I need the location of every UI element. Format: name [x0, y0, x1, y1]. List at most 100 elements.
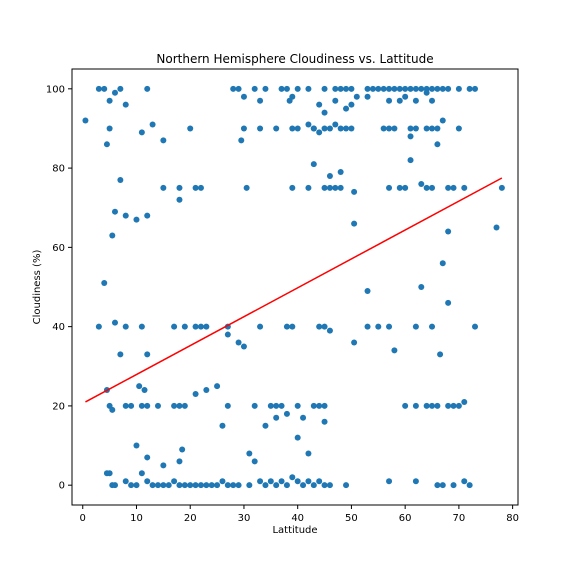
data-point — [224, 331, 231, 338]
data-point — [316, 129, 323, 136]
data-point — [439, 85, 446, 92]
regression-line-group — [85, 177, 503, 403]
x-tick-label: 60 — [399, 513, 412, 524]
data-point — [412, 85, 419, 92]
data-point — [149, 482, 156, 489]
data-point — [332, 184, 339, 191]
data-point — [305, 184, 312, 191]
data-point — [321, 85, 328, 92]
data-point — [179, 446, 186, 453]
data-point — [103, 141, 110, 148]
data-point — [224, 482, 231, 489]
data-point — [251, 85, 258, 92]
data-point — [466, 482, 473, 489]
data-point — [138, 470, 145, 477]
data-point — [257, 97, 264, 104]
data-point — [171, 402, 178, 409]
data-point — [351, 339, 358, 346]
data-point — [326, 482, 333, 489]
data-point — [310, 125, 317, 132]
data-point — [429, 402, 436, 409]
data-point — [439, 482, 446, 489]
data-point — [445, 85, 452, 92]
data-point — [176, 482, 183, 489]
data-point — [396, 97, 403, 104]
data-point — [257, 125, 264, 132]
data-point — [305, 85, 312, 92]
data-point — [445, 402, 452, 409]
data-point — [423, 184, 430, 191]
data-point — [429, 323, 436, 330]
data-point — [445, 228, 452, 235]
data-point — [391, 85, 398, 92]
data-point — [246, 450, 253, 457]
x-axis-label: Lattitude — [272, 525, 317, 536]
data-point — [187, 482, 194, 489]
data-point — [289, 184, 296, 191]
data-point — [289, 125, 296, 132]
data-point — [160, 462, 167, 469]
y-tick-label: 60 — [52, 243, 65, 254]
data-point — [262, 85, 269, 92]
data-point — [176, 184, 183, 191]
data-point — [283, 85, 290, 92]
data-point — [316, 478, 323, 485]
data-point — [353, 93, 360, 100]
data-point — [326, 173, 333, 180]
data-point — [154, 482, 161, 489]
data-point — [429, 97, 436, 104]
data-point — [321, 125, 328, 132]
data-point — [230, 85, 237, 92]
data-point — [133, 442, 140, 449]
data-point — [429, 125, 436, 132]
data-point — [434, 125, 441, 132]
y-tick-label: 80 — [52, 164, 65, 175]
data-point — [402, 402, 409, 409]
data-point — [423, 125, 430, 132]
data-point — [286, 97, 293, 104]
data-point — [111, 208, 118, 215]
data-point — [386, 85, 393, 92]
data-point — [412, 97, 419, 104]
data-point — [240, 125, 247, 132]
data-point — [138, 402, 145, 409]
data-point — [450, 482, 457, 489]
data-point — [343, 125, 350, 132]
data-point — [294, 85, 301, 92]
data-point — [461, 184, 468, 191]
data-point — [321, 323, 328, 330]
data-point — [192, 184, 199, 191]
data-point — [343, 105, 350, 112]
data-point — [294, 402, 301, 409]
data-point — [437, 351, 444, 358]
x-tick-label: 0 — [80, 513, 86, 524]
data-point — [192, 323, 199, 330]
data-point — [407, 125, 414, 132]
data-point — [136, 383, 143, 390]
data-point — [176, 402, 183, 409]
y-tick-label: 40 — [52, 322, 65, 333]
data-point — [95, 85, 102, 92]
data-point — [192, 391, 199, 398]
data-point — [418, 180, 425, 187]
data-point — [386, 97, 393, 104]
data-point — [434, 402, 441, 409]
data-point — [321, 482, 328, 489]
data-point — [133, 216, 140, 223]
data-point — [235, 482, 242, 489]
data-point — [445, 299, 452, 306]
data-point — [144, 85, 151, 92]
data-point — [141, 387, 148, 394]
data-point — [171, 478, 178, 485]
data-point — [316, 101, 323, 108]
data-point — [214, 383, 221, 390]
data-point — [181, 482, 188, 489]
data-point — [160, 137, 167, 144]
data-point — [434, 85, 441, 92]
data-point — [402, 93, 409, 100]
data-point — [407, 133, 414, 140]
data-point — [251, 402, 258, 409]
data-point — [450, 184, 457, 191]
data-point — [95, 323, 102, 330]
data-point — [197, 482, 204, 489]
